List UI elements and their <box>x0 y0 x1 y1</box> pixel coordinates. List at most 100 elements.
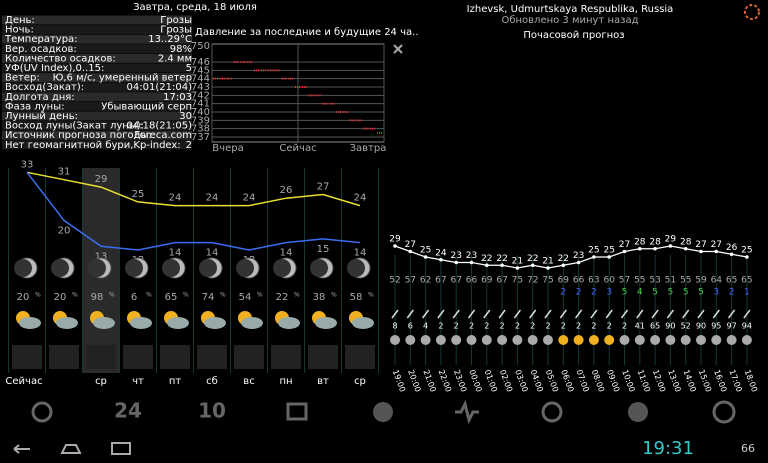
hourly-point <box>439 257 443 262</box>
settings-button[interactable] <box>712 400 736 424</box>
map-button[interactable] <box>286 402 308 421</box>
precipitation-bar <box>160 345 190 369</box>
uv-label: 5 <box>683 288 689 298</box>
hourly-icon <box>680 335 691 345</box>
cloud-icon <box>93 317 115 329</box>
hourly-temperature-label: 28 <box>649 237 661 247</box>
day-label: пт <box>169 376 182 387</box>
hours-button[interactable]: 24 <box>114 399 142 423</box>
temperature-label: 29 <box>95 174 108 185</box>
detail-label: Ночь: <box>5 25 34 36</box>
hourly-point <box>699 249 703 254</box>
detail-row-bg <box>2 111 192 121</box>
hourly-icon <box>558 335 569 345</box>
uv-label: 2 <box>591 288 597 298</box>
back-button[interactable] <box>13 444 30 454</box>
hourly-precipitation-label: 90 <box>696 322 706 331</box>
cloud-icon <box>278 317 300 329</box>
detail-row-bg <box>2 15 192 25</box>
wind-arrow <box>727 309 736 319</box>
detail-row-bg <box>2 34 192 44</box>
uv-label: 2 <box>729 288 735 298</box>
hourly-temperature-label: 22 <box>527 254 538 264</box>
humidity-label: 67 <box>435 276 446 286</box>
cloud-icon <box>204 317 226 329</box>
hourly-precipitation-label: 2 <box>500 322 505 331</box>
precipitation-label: 38 <box>313 292 326 303</box>
battery: 66 <box>741 442 755 455</box>
hourly-temperature-label: 23 <box>573 251 584 261</box>
help-button[interactable] <box>373 402 393 422</box>
hourly-precipitation-label: 2 <box>561 322 566 331</box>
wind-arrow <box>590 309 598 319</box>
temperature-label: 26 <box>280 185 293 196</box>
refresh-button[interactable] <box>31 401 53 423</box>
detail-label: День: <box>5 15 35 26</box>
hourly-precipitation-label: 2 <box>591 322 596 331</box>
precipitation-unit: % <box>368 292 374 299</box>
humidity-label: 69 <box>558 276 570 286</box>
precipitation-unit: % <box>220 292 226 299</box>
y-tick-label: 741 <box>191 99 210 110</box>
temperature-label: 14 <box>206 248 219 259</box>
expand-icon[interactable] <box>393 44 403 54</box>
precipitation-unit: % <box>72 292 78 299</box>
wind-arrow <box>712 309 720 319</box>
hourly-icon <box>588 335 599 345</box>
uv-label: 3 <box>713 288 719 298</box>
detail-value: 30 <box>179 111 192 122</box>
hourly-temperature-label: 24 <box>435 248 447 258</box>
wind-arrow <box>437 309 445 319</box>
uv-label: 5 <box>622 288 628 298</box>
hourly-temperature-label: 29 <box>665 235 677 245</box>
graph-button[interactable] <box>455 399 479 425</box>
hourly-precipitation-label: 90 <box>665 322 675 331</box>
hourly-temperature-label: 21 <box>512 257 523 267</box>
hourly-temperature-line <box>394 245 748 269</box>
hourly-icon <box>634 335 645 345</box>
hourly-icon <box>466 335 477 345</box>
hourly-precipitation-label: 2 <box>438 322 443 331</box>
humidity-label: 52 <box>389 276 400 286</box>
precipitation-bar <box>308 345 338 369</box>
hourly-point <box>607 255 611 259</box>
detail-row-bg <box>2 82 192 92</box>
hourly-temperature-label: 29 <box>389 235 401 245</box>
detail-row-bg <box>2 44 192 54</box>
hourly-temperature-label: 27 <box>619 240 630 250</box>
recents-button[interactable] <box>111 442 131 455</box>
uv-label: 3 <box>606 288 612 298</box>
hourly-icon <box>420 335 431 345</box>
hourly-point <box>638 246 642 251</box>
detail-label: Восход(Закат): <box>5 82 84 93</box>
hourly-precipitation-label: 2 <box>545 322 550 331</box>
hourly-precipitation-label: 2 <box>576 322 581 331</box>
temperature-label: 24 <box>243 193 256 204</box>
refresh-indicator[interactable] <box>744 4 760 20</box>
day-label: вс <box>243 376 254 387</box>
detail-value: Убывающий серп <box>101 101 192 112</box>
hourly-temperature-label: 22 <box>496 254 507 264</box>
hourly-temperature-label: 23 <box>450 251 461 261</box>
detail-row-bg <box>2 92 192 102</box>
info-button[interactable] <box>628 402 648 422</box>
days-button[interactable]: 10 <box>198 399 226 423</box>
cloud-icon <box>56 317 78 329</box>
cloud-icon <box>241 317 263 329</box>
hourly-point <box>668 244 673 248</box>
share-button[interactable] <box>541 401 563 423</box>
hourly-point <box>729 252 734 257</box>
wind-arrow <box>743 309 751 319</box>
wind-arrow <box>666 309 675 319</box>
uv-label: 2 <box>576 288 582 298</box>
hourly-precipitation-label: 97 <box>727 322 737 331</box>
hourly-icon <box>543 335 553 345</box>
moon-shadow <box>199 259 217 277</box>
detail-value: 98% <box>170 44 192 55</box>
detail-label: Долгота дня: <box>5 92 75 103</box>
home-button[interactable] <box>60 444 82 454</box>
moon-shadow <box>310 259 328 277</box>
precipitation-label: 20 <box>54 292 67 303</box>
